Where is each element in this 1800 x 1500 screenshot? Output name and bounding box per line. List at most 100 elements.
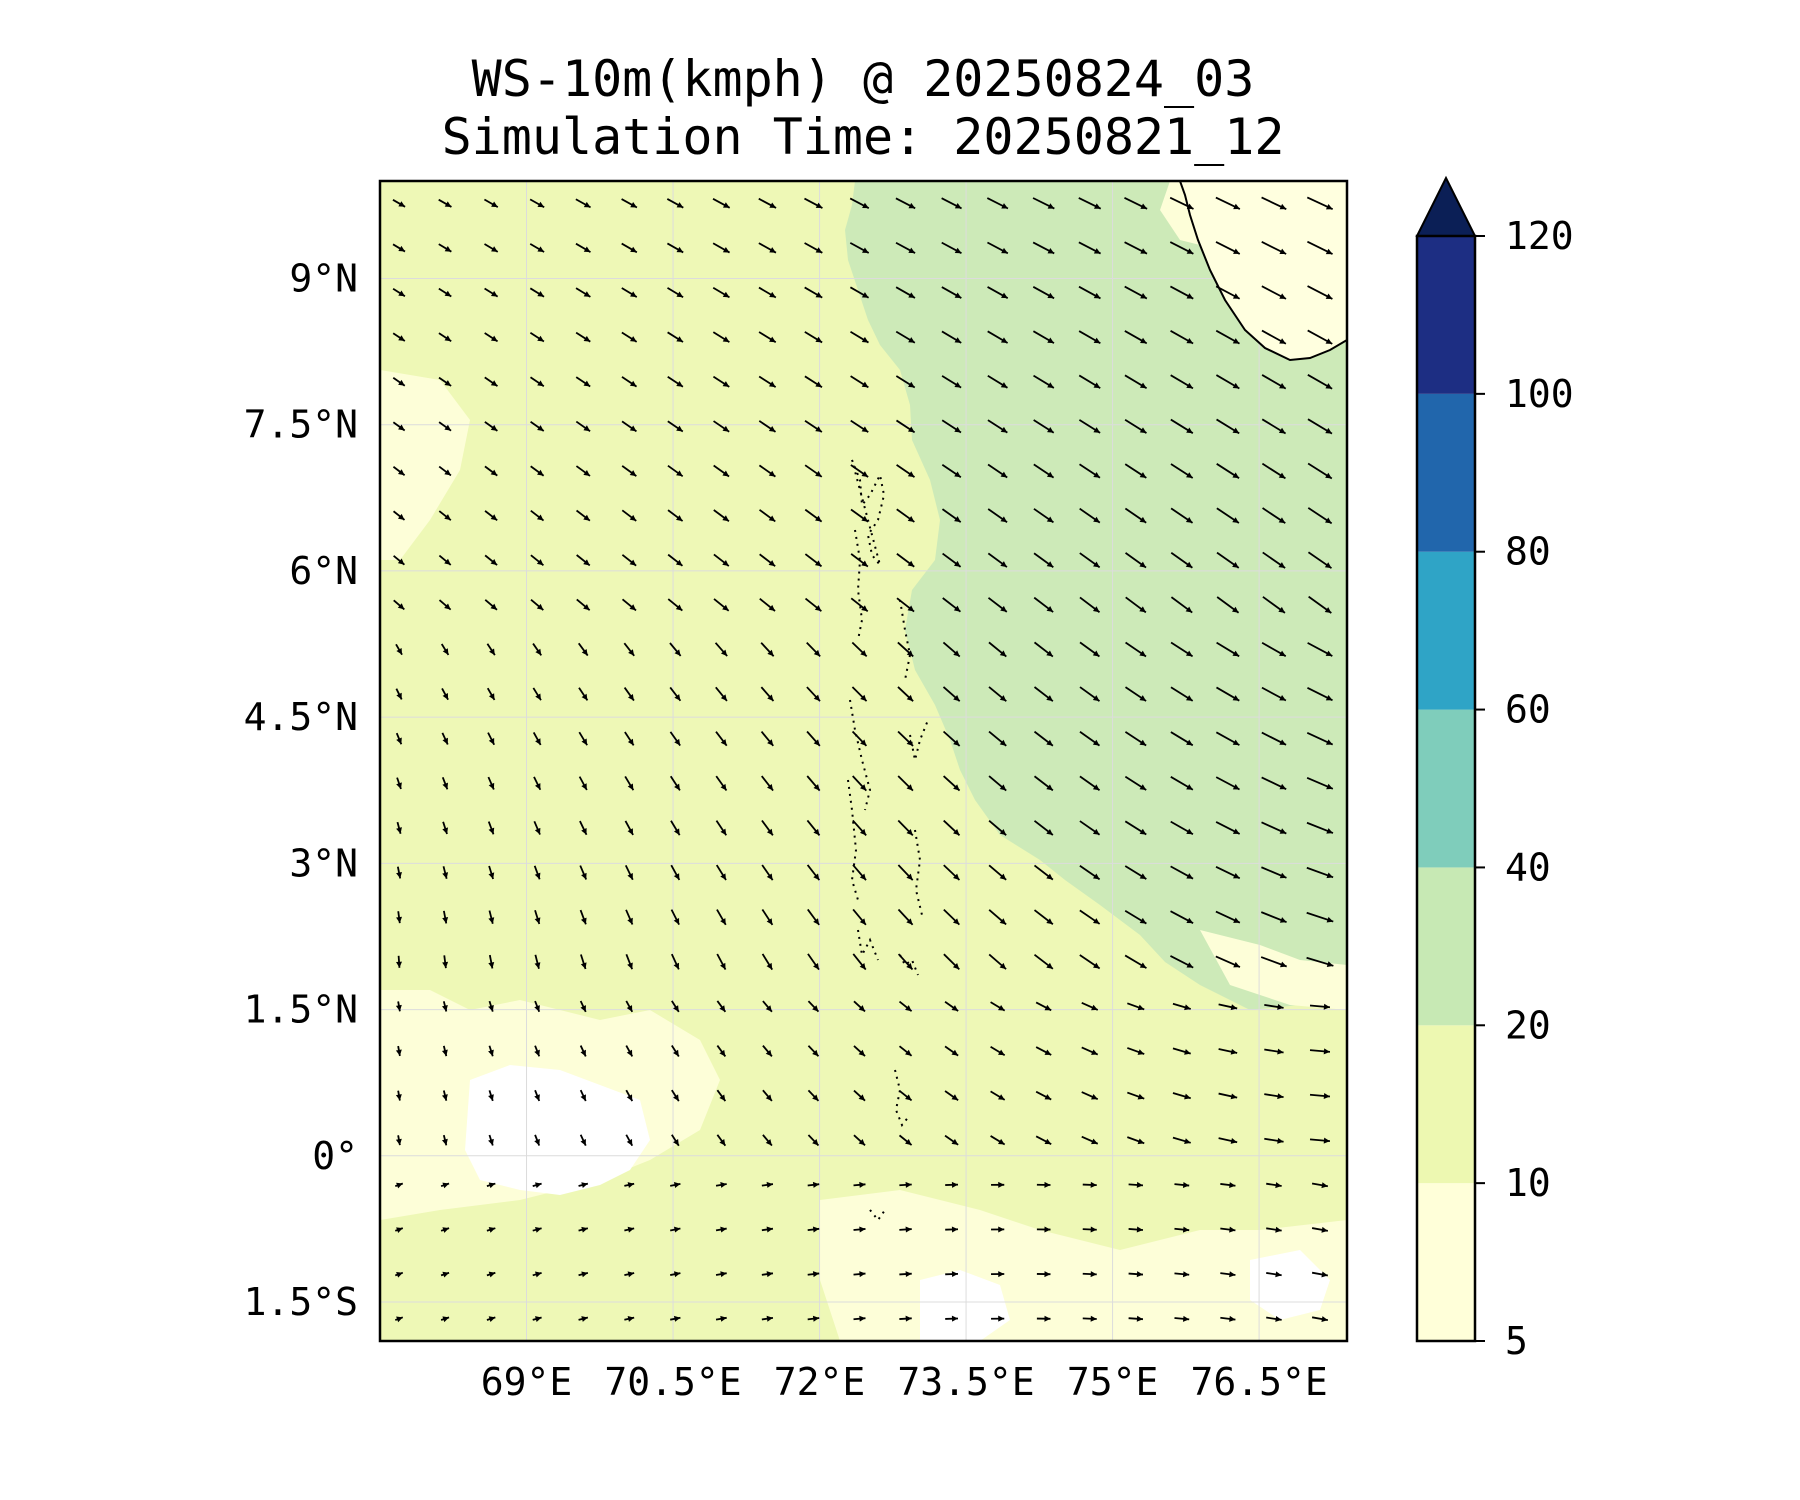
- wind-arrow: [898, 1045, 913, 1057]
- wind-arrow: [988, 953, 1007, 970]
- wind-arrow: [1169, 241, 1194, 255]
- wind-arrow: [529, 198, 545, 209]
- wind-arrow: [1170, 596, 1193, 614]
- gridlines: [380, 181, 1347, 1341]
- wind-arrow: [1309, 1092, 1331, 1099]
- wind-arrow: [1036, 1271, 1051, 1278]
- lat-tick-label: 9°N: [289, 256, 358, 300]
- wind-arrow: [1264, 1048, 1284, 1055]
- wind-arrow: [987, 374, 1008, 389]
- wind-arrow: [487, 732, 495, 746]
- wind-arrow: [1260, 911, 1287, 923]
- wind-arrow: [712, 242, 731, 254]
- wind-arrow: [1124, 463, 1147, 479]
- wind-arrow: [712, 198, 731, 209]
- colorbar-band: [1417, 709, 1475, 868]
- wind-arrow: [1127, 1091, 1145, 1100]
- wind-arrow: [1266, 1315, 1282, 1322]
- wind-arrow: [1169, 285, 1194, 300]
- wind-arrow: [1262, 551, 1286, 569]
- wind-arrow: [1215, 865, 1241, 880]
- wind-arrow: [396, 955, 403, 968]
- wind-arrow: [484, 376, 498, 387]
- wind-arrow: [987, 241, 1009, 255]
- wind-arrow: [438, 599, 452, 611]
- wind-arrow: [395, 1001, 402, 1012]
- wind-arrow: [804, 419, 823, 433]
- wind-arrow: [440, 1227, 450, 1233]
- wind-arrow: [667, 287, 684, 298]
- wind-arrow: [670, 1226, 681, 1233]
- wind-arrow: [621, 242, 638, 254]
- wind-arrow: [1261, 731, 1287, 746]
- wind-arrow: [1124, 686, 1147, 702]
- wind-arrow: [896, 597, 915, 613]
- wind-arrow: [669, 642, 682, 657]
- wind-arrow: [533, 865, 541, 880]
- wind-arrow: [850, 330, 869, 344]
- wind-arrow: [897, 686, 914, 702]
- wind-arrow: [987, 330, 1009, 344]
- wind-arrow: [762, 1045, 773, 1057]
- wind-arrow: [441, 1001, 448, 1012]
- wind-arrow: [624, 1226, 635, 1233]
- wind-arrow: [625, 1000, 634, 1013]
- wind-arrow: [852, 775, 867, 792]
- wind-arrow: [1306, 776, 1334, 790]
- wind-arrow: [1216, 418, 1240, 435]
- wind-arrow: [1216, 551, 1240, 569]
- wind-arrow: [1264, 1093, 1284, 1100]
- wind-arrow: [670, 1271, 681, 1278]
- wind-arrow: [486, 1227, 496, 1233]
- wind-arrow: [943, 864, 961, 881]
- wind-arrow: [1172, 1136, 1191, 1145]
- colorbar-frame: [1415, 234, 1477, 1343]
- wind-arrow: [1215, 776, 1240, 791]
- wind-arrow: [533, 820, 541, 835]
- wind-arrow: [1035, 1090, 1052, 1101]
- wind-arrow: [579, 1045, 587, 1057]
- wind-arrow: [1174, 1226, 1190, 1233]
- wind-arrow: [713, 598, 730, 612]
- wind-arrow: [1215, 241, 1241, 255]
- wind-arrow: [393, 599, 405, 611]
- wind-arrow: [1261, 374, 1287, 390]
- wind-arrow: [806, 819, 821, 836]
- colorbar-band: [1417, 867, 1475, 1026]
- lat-tick-label: 4.5°N: [244, 695, 358, 739]
- wind-arrow: [396, 911, 402, 924]
- wind-arrow: [943, 819, 961, 836]
- wind-arrow: [850, 375, 869, 389]
- wind-arrow: [484, 421, 498, 432]
- wind-arrow: [1307, 374, 1333, 390]
- lon-tick-label: 75°E: [1067, 1360, 1159, 1404]
- wind-arrow: [1306, 732, 1334, 746]
- wind-arrow: [484, 599, 498, 611]
- wind-arrow: [530, 465, 545, 477]
- wind-arrow: [534, 954, 541, 969]
- wind-arrow: [484, 332, 499, 343]
- colorbar-tick-label: 10: [1505, 1161, 1551, 1205]
- wind-arrow: [1079, 730, 1101, 747]
- wind-arrow: [394, 1227, 404, 1233]
- wind-arrow: [1170, 463, 1194, 479]
- wind-arrow: [804, 553, 823, 568]
- wind-arrow: [1081, 1002, 1099, 1011]
- wind-arrow: [941, 419, 962, 434]
- wind-arrow: [713, 420, 730, 433]
- wind-arrow: [762, 1089, 773, 1102]
- wind-arrow: [1261, 462, 1286, 480]
- wind-arrow: [486, 687, 496, 701]
- wind-arrow: [1215, 731, 1240, 746]
- wind-arrow: [1032, 241, 1055, 255]
- wind-arrow: [1307, 418, 1333, 435]
- wind-arrow: [1079, 641, 1100, 658]
- wind-arrow: [1035, 1135, 1052, 1145]
- wind-arrow: [941, 508, 962, 523]
- wind-arrow: [712, 331, 730, 343]
- wind-arrow: [667, 509, 684, 522]
- wind-arrow: [852, 953, 867, 971]
- wind-arrow: [853, 1000, 866, 1013]
- wind-arrow: [438, 465, 452, 477]
